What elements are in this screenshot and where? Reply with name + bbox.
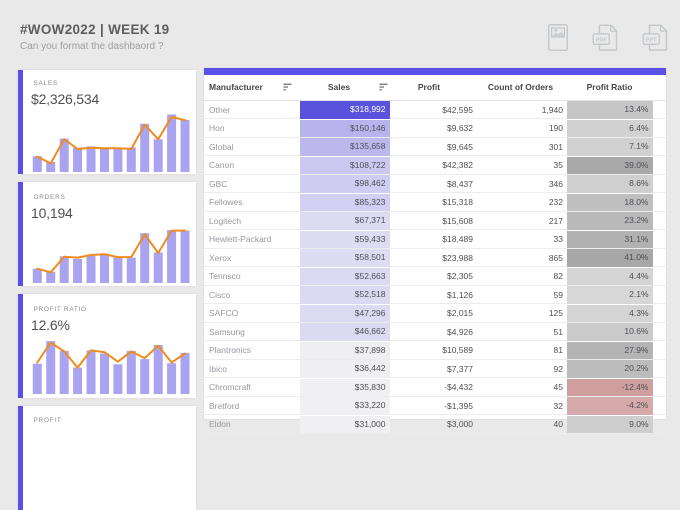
svg-text:PDF: PDF: [596, 37, 608, 43]
svg-text:PPT: PPT: [646, 37, 657, 43]
